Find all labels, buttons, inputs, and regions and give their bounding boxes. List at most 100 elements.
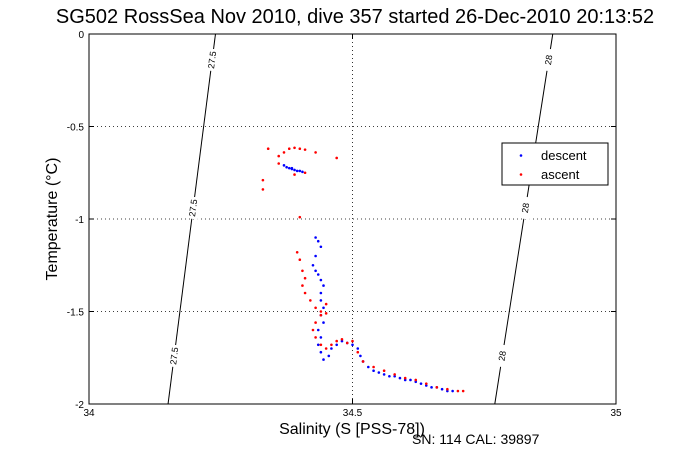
- data-point-ascent: [340, 337, 344, 341]
- data-point-ascent: [324, 312, 328, 315]
- legend-marker-ascent: [519, 173, 523, 176]
- data-point-ascent: [456, 389, 460, 393]
- axis-ticks: 34 34.5 35 0 -0.5 -1 -1.5 -2: [67, 30, 622, 419]
- contour-label-bg: [517, 196, 534, 220]
- data-point-descent: [340, 339, 344, 343]
- data-point-ascent: [303, 148, 307, 151]
- data-point-ascent: [319, 313, 323, 317]
- data-point-descent: [322, 284, 325, 287]
- data-point-ascent: [372, 365, 375, 369]
- contour-label-bg: [494, 344, 510, 368]
- data-point-descent: [301, 170, 304, 174]
- data-point-descent: [319, 278, 323, 282]
- series-ascent: [261, 146, 465, 393]
- data-point-descent: [430, 386, 433, 389]
- data-point-ascent: [335, 156, 338, 160]
- contour-label-bg: [541, 48, 557, 72]
- data-point-ascent: [303, 171, 307, 175]
- data-point-descent: [356, 347, 360, 350]
- data-point-ascent: [393, 373, 396, 376]
- data-point-descent: [322, 358, 325, 361]
- contour-label: 27.5: [206, 51, 218, 70]
- data-point-ascent: [298, 147, 302, 150]
- data-point-ascent: [287, 147, 291, 150]
- data-point-descent: [290, 166, 294, 170]
- contour-label: 28: [520, 202, 531, 213]
- data-point-ascent: [277, 162, 281, 165]
- data-point-ascent: [298, 215, 302, 219]
- data-point-ascent: [311, 328, 315, 332]
- data-point-ascent: [351, 339, 354, 343]
- data-point-ascent: [309, 299, 312, 302]
- data-point-descent: [316, 273, 320, 276]
- data-point-descent: [295, 169, 299, 173]
- data-point-ascent: [403, 376, 407, 380]
- data-point-ascent: [303, 276, 307, 280]
- data-point-ascent: [301, 269, 304, 273]
- data-point-ascent: [319, 343, 323, 347]
- plot-area: 27.5 27.5 27.5 28 28 28 34 34.5 35 0 -0.5 -1 -1.5 -2: [67, 30, 622, 419]
- legend-label-descent: descent: [541, 148, 587, 163]
- data-point-descent: [319, 299, 323, 302]
- x-axis-label: Salinity (S [PSS-78]): [279, 421, 425, 438]
- data-point-descent: [424, 384, 428, 387]
- x-tick-label: 34.5: [343, 408, 363, 419]
- data-point-ascent: [298, 258, 302, 262]
- data-point-descent: [319, 336, 323, 339]
- data-point-descent: [446, 389, 449, 393]
- data-point-ascent: [324, 302, 328, 306]
- data-point-descent: [388, 374, 391, 378]
- data-point-ascent: [293, 173, 296, 176]
- y-tick-label: -0.5: [67, 123, 85, 134]
- legend-label-ascent: ascent: [541, 167, 580, 182]
- contour-label: 27.5: [187, 199, 199, 218]
- data-point-ascent: [435, 386, 439, 389]
- y-tick-label: -2: [75, 400, 84, 411]
- contour-label: 28: [497, 350, 508, 361]
- data-point-ascent: [314, 321, 317, 324]
- legend: descent ascent: [501, 142, 609, 186]
- data-point-ascent: [330, 343, 333, 347]
- data-point-descent: [440, 387, 444, 391]
- legend-marker-descent: [519, 154, 523, 157]
- data-series: [261, 146, 465, 393]
- data-point-descent: [322, 321, 325, 324]
- data-point-ascent: [303, 291, 307, 295]
- y-tick-label: -1: [75, 215, 84, 226]
- x-tick-label: 34: [83, 408, 95, 419]
- serial-calibration-footer: SN: 114 CAL: 39897: [412, 431, 540, 447]
- data-point-ascent: [335, 339, 338, 343]
- contour-label-bg: [166, 344, 182, 368]
- data-point-descent: [335, 343, 338, 347]
- data-point-descent: [377, 371, 381, 374]
- data-point-descent: [311, 263, 315, 267]
- data-point-descent: [398, 376, 402, 380]
- data-point-descent: [316, 328, 320, 332]
- data-point-descent: [319, 245, 323, 249]
- data-point-ascent: [319, 310, 323, 313]
- data-point-descent: [414, 380, 418, 384]
- data-point-descent: [367, 365, 370, 369]
- data-point-descent: [327, 354, 331, 358]
- data-point-descent: [351, 343, 354, 347]
- data-point-ascent: [324, 347, 328, 350]
- data-point-descent: [409, 378, 412, 382]
- y-tick-label: 0: [78, 30, 84, 41]
- data-point-ascent: [382, 369, 386, 373]
- x-tick-label: 35: [610, 408, 622, 419]
- isopycnal-contours: 27.5 27.5 27.5 28 28 28: [166, 33, 557, 405]
- data-point-ascent: [424, 382, 428, 385]
- data-point-ascent: [356, 350, 360, 354]
- data-point-descent: [319, 350, 323, 354]
- data-point-descent: [316, 239, 320, 243]
- y-axis-label: Temperature (°C): [44, 158, 61, 281]
- data-point-ascent: [293, 146, 296, 150]
- data-point-descent: [298, 169, 302, 173]
- data-point-ascent: [282, 151, 286, 154]
- data-point-ascent: [314, 306, 317, 310]
- data-point-ascent: [361, 360, 365, 363]
- data-point-descent: [451, 389, 454, 393]
- data-point-descent: [314, 269, 317, 273]
- contour-label-bg: [185, 196, 201, 220]
- data-point-descent: [314, 236, 317, 239]
